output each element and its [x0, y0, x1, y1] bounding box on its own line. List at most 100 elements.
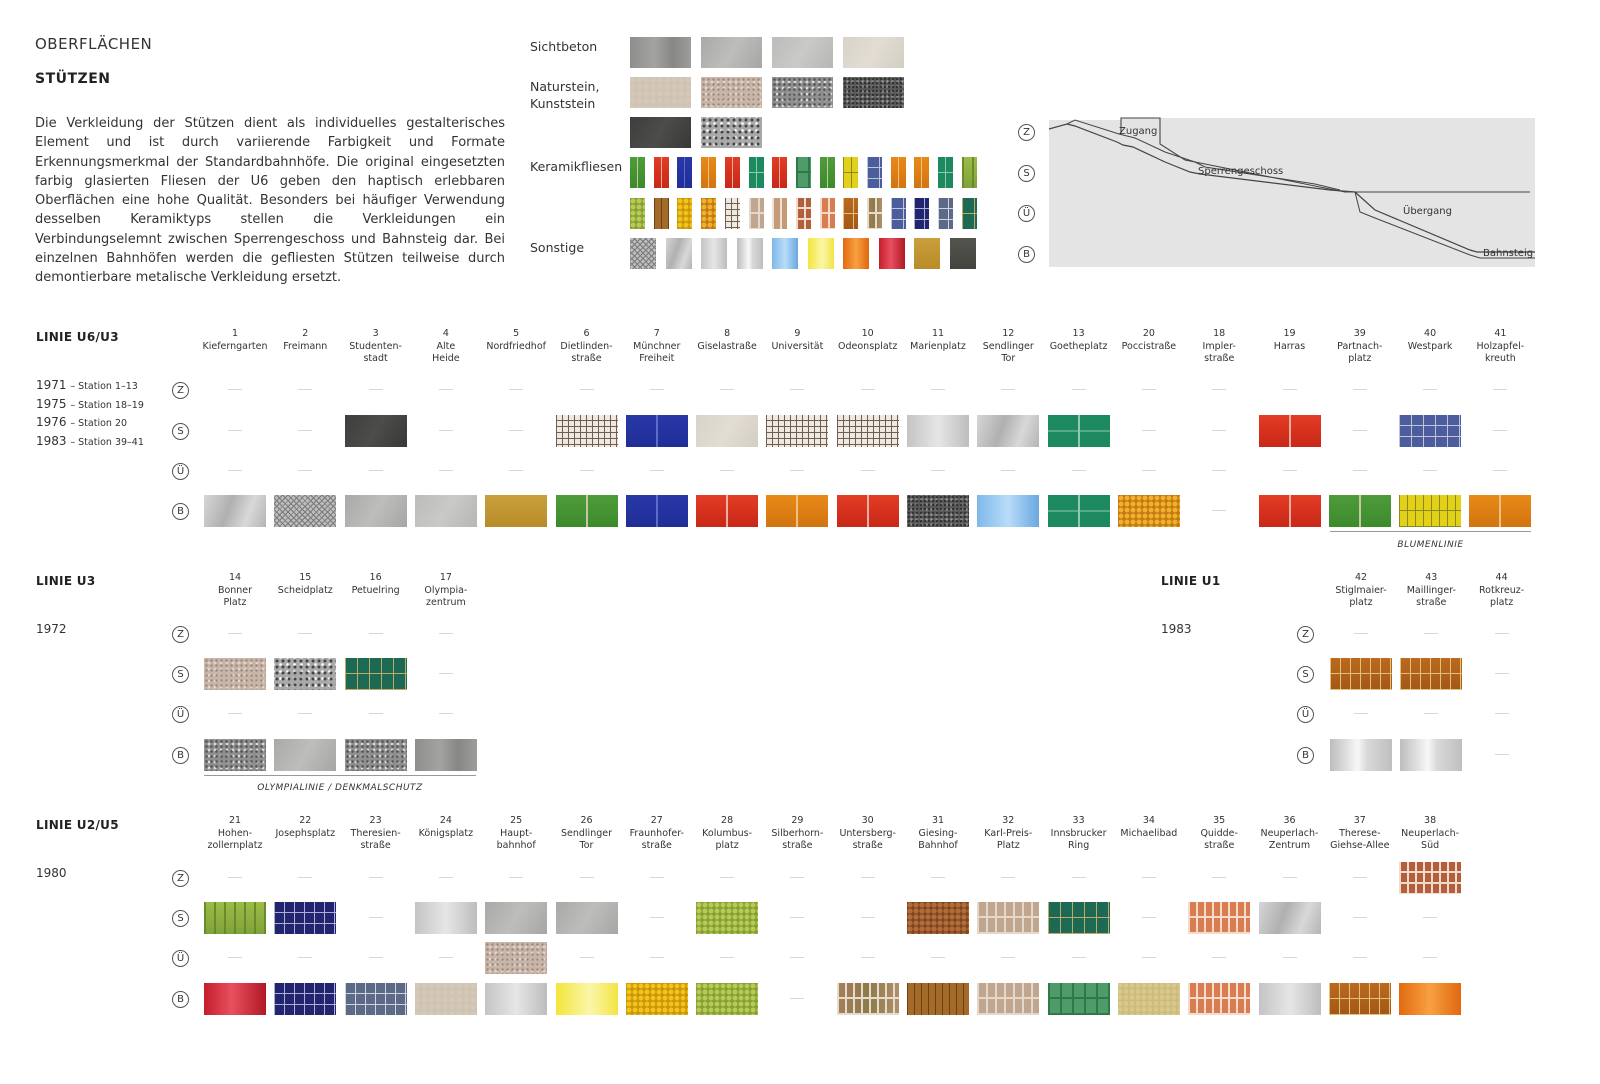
swatch-keramik	[867, 157, 882, 188]
station-name: Scheidplatz	[277, 584, 333, 596]
station-name: Königsplatz	[418, 827, 474, 839]
material-tile-s	[1400, 658, 1463, 690]
empty-marker-u	[720, 470, 735, 471]
station-number: 7	[653, 328, 660, 339]
station-name: Michaelibad	[1120, 827, 1178, 839]
material-tile-b	[1117, 495, 1180, 527]
empty-marker-b	[790, 998, 805, 999]
empty-marker-z	[579, 389, 594, 390]
empty-marker-z	[579, 877, 594, 878]
station-name: Stiglmaier- platz	[1335, 584, 1387, 609]
empty-marker-z	[1141, 877, 1156, 878]
swatch-keramik	[961, 198, 977, 229]
swatch-keramik	[772, 198, 788, 229]
line-year-u1: 1983	[1161, 622, 1192, 636]
station-name: Odeonsplatz	[838, 340, 898, 352]
station-number: 28	[721, 815, 734, 826]
material-tile-b	[1117, 983, 1180, 1015]
level-u-icon: Ü	[172, 463, 189, 480]
caption-rule	[1330, 531, 1531, 532]
station-label: 8 Giselastraße	[692, 328, 762, 353]
station-name: Dietlinden- straße	[560, 340, 613, 365]
station-name: Poccistraße	[1121, 340, 1177, 352]
material-tile-s	[555, 415, 618, 447]
material-tile-b	[204, 739, 266, 771]
station-number: 23	[369, 815, 382, 826]
year: 1983	[36, 433, 67, 448]
material-tile-s	[344, 415, 407, 447]
material-tile-s	[1258, 415, 1321, 447]
material-tile-s	[204, 902, 266, 934]
swatch-keramik	[914, 157, 930, 188]
year: 1975	[36, 396, 67, 411]
empty-marker-z	[1212, 389, 1227, 390]
station-label: 39 Partnach- platz	[1325, 328, 1395, 366]
empty-marker-s	[649, 917, 664, 918]
station-name: Neuperlach- Zentrum	[1260, 827, 1319, 852]
empty-marker-u	[649, 470, 664, 471]
material-tile-s	[696, 415, 759, 447]
section-outline	[1048, 123, 1535, 253]
material-tile-s	[1188, 902, 1251, 934]
empty-marker-z	[1001, 389, 1016, 390]
empty-marker-u	[1141, 470, 1156, 471]
swatch-sonstige	[630, 238, 656, 269]
material-tile-b	[766, 495, 829, 527]
year-note: – Station 1–13	[70, 381, 138, 392]
level-z-icon: Z	[172, 382, 189, 399]
empty-marker-z	[298, 877, 313, 878]
station-name: Silberhorn- straße	[771, 827, 824, 852]
station-name: Fraunhofer- straße	[629, 827, 684, 852]
station-name: Josephsplatz	[275, 827, 336, 839]
station-number: 41	[1494, 328, 1507, 339]
swatch-keramik	[653, 198, 669, 229]
intro-paragraph: Die Verkleidung der Stützen dient als in…	[35, 116, 505, 286]
station-number: 21	[228, 815, 242, 826]
material-tile-s	[907, 902, 969, 934]
empty-marker-z	[509, 389, 524, 390]
material-tile-b	[555, 983, 618, 1015]
swatch-keramik	[843, 198, 859, 229]
station-number: 22	[299, 815, 312, 826]
empty-marker-s	[368, 917, 383, 918]
swatch-keramik	[677, 198, 693, 229]
label-uebergang: Übergang	[1403, 204, 1452, 217]
station-name: Haupt- bahnhof	[496, 827, 536, 852]
empty-marker-z	[438, 633, 453, 634]
swatch-keramik	[938, 157, 954, 188]
station-label: 35 Quidde- straße	[1184, 815, 1254, 853]
level-s-icon: S	[172, 423, 189, 440]
station-section-diagram: Zugang Sperrengeschoss Übergang Bahnstei…	[1015, 112, 1535, 272]
page-title: STÜTZEN	[35, 71, 111, 87]
empty-marker-z	[1141, 389, 1156, 390]
empty-marker-u	[1141, 957, 1156, 958]
empty-marker-z	[720, 877, 735, 878]
station-label: 14 Bonner Platz	[200, 572, 270, 610]
station-number: 16	[369, 572, 382, 583]
line-title-u1: LINIE U1	[1161, 574, 1221, 588]
empty-marker-z	[368, 389, 383, 390]
line-year-u3: 1972	[36, 622, 67, 636]
material-tile-s	[1047, 902, 1110, 934]
station-number: 5	[513, 328, 520, 339]
empty-marker-u	[509, 470, 524, 471]
material-tile-b	[977, 495, 1040, 527]
empty-marker-s	[228, 430, 242, 431]
empty-marker-s	[1493, 430, 1508, 431]
station-label: 13 Goetheplatz	[1044, 328, 1114, 353]
station-label: 43 Maillinger- straße	[1396, 572, 1466, 610]
swatch-keramik	[701, 198, 717, 229]
material-tile-b	[1400, 739, 1463, 771]
year: 1976	[36, 415, 67, 429]
material-label-keramik: Keramikfliesen	[530, 159, 623, 174]
material-tile-b	[625, 983, 688, 1015]
material-tile-s	[696, 902, 759, 934]
empty-marker-z	[1212, 877, 1227, 878]
station-name: Sendlinger Tor	[560, 827, 612, 852]
station-label: 34 Michaelibad	[1114, 815, 1184, 840]
swatch-naturstein	[630, 77, 691, 108]
station-number: 26	[580, 815, 593, 826]
swatch-sichtbeton	[630, 37, 691, 68]
station-number: 42	[1354, 572, 1368, 583]
material-tile-b	[836, 495, 899, 527]
